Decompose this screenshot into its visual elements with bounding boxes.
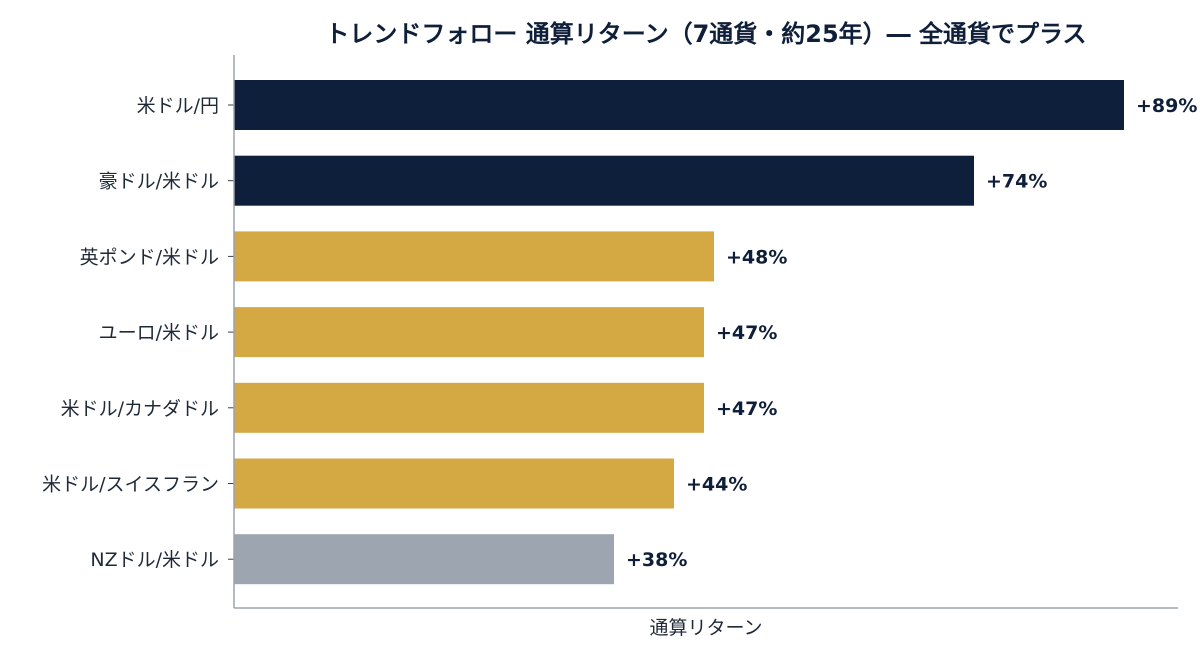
value-label-1: +74% xyxy=(986,171,1047,193)
bar-0 xyxy=(234,80,1124,130)
bar-4 xyxy=(234,382,704,433)
value-label-5: +44% xyxy=(686,474,747,496)
category-label-4: 米ドル/カナダドル xyxy=(61,398,219,420)
x-axis-label: 通算リターン xyxy=(649,617,762,639)
value-label-4: +47% xyxy=(716,398,777,420)
value-label-6: +38% xyxy=(626,549,687,571)
bars-layer: 米ドル/円 +89% 豪ドル/米ドル +74% 英ポンド/米ドル +48% ユーロ/米ドル +… xyxy=(42,80,1197,585)
category-label-6: NZドル/米ドル xyxy=(90,549,219,571)
category-label-1: 豪ドル/米ドル xyxy=(99,171,219,193)
category-label-5: 米ドル/スイスフラン xyxy=(42,474,219,496)
category-label-0: 米ドル/円 xyxy=(137,95,219,117)
category-label-3: ユーロ/米ドル xyxy=(99,322,219,344)
value-label-2: +48% xyxy=(726,246,787,268)
bar-3 xyxy=(234,307,704,358)
bar-5 xyxy=(234,458,674,509)
bar-6 xyxy=(234,534,614,585)
value-label-3: +47% xyxy=(716,322,777,344)
value-label-0: +89% xyxy=(1136,95,1197,117)
bar-2 xyxy=(234,231,714,282)
chart-title: トレンドフォロー 通算リターン（7通貨・約25年）― 全通貨でプラス xyxy=(325,20,1086,48)
bar-1 xyxy=(234,155,974,206)
category-label-2: 英ポンド/米ドル xyxy=(80,246,219,268)
